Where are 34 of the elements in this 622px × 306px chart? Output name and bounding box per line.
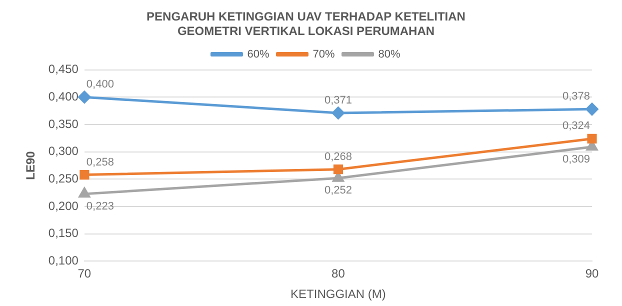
text: PENGARUH KETINGGIAN UAV TERHADAP KETELITIAN — [146, 10, 466, 24]
data-label: 0,400 — [86, 78, 114, 91]
point — [80, 170, 90, 180]
x-axis-title: KETINGGIAN (M) — [290, 287, 386, 302]
x-tick-label: 80 — [332, 266, 346, 281]
y-tick-label: 0,350 — [48, 116, 79, 131]
text: GEOMETRI VERTIKAL LOKASI PERUMAHAN — [177, 24, 435, 38]
y-axis-title: LE90 — [24, 150, 38, 180]
legend-label: 70% — [312, 48, 335, 60]
data-label: 0,324 — [562, 120, 590, 132]
point — [332, 106, 344, 120]
data-label: 0,378 — [562, 90, 590, 103]
data-label: 0,268 — [324, 150, 352, 163]
legend-label: 60% — [247, 48, 270, 60]
y-tick-label: 0,250 — [48, 171, 79, 186]
point — [78, 188, 90, 198]
x-tick-label: 70 — [78, 266, 92, 281]
y-tick-label: 0,150 — [48, 226, 79, 240]
point — [586, 102, 598, 116]
y-tick-label: 0,100 — [48, 254, 79, 268]
y-tick-label: 0,450 — [48, 62, 79, 76]
y-tick-label: 0,300 — [48, 144, 79, 158]
point — [587, 134, 597, 144]
point — [333, 164, 343, 174]
point — [78, 90, 91, 104]
x-tick-label: 90 — [585, 266, 599, 281]
y-tick-label: 0,200 — [48, 198, 79, 213]
data-label: 0,258 — [86, 156, 114, 168]
data-label: 0,371 — [324, 94, 352, 107]
legend-label: 80% — [378, 48, 400, 60]
data-label: 0,252 — [324, 184, 352, 197]
data-label: 0,309 — [562, 153, 590, 166]
y-tick-label: 0,400 — [48, 89, 79, 104]
data-label: 0,223 — [86, 200, 114, 212]
